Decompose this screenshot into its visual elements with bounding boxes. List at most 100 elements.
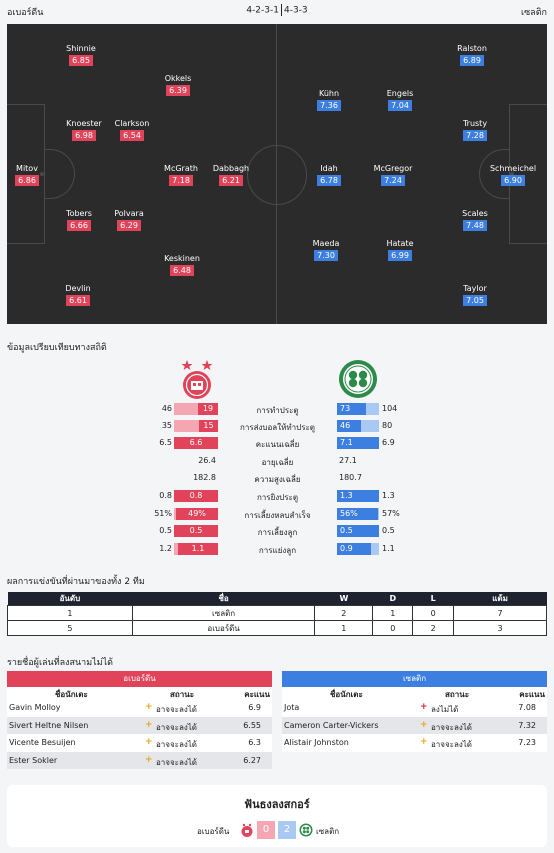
injury-row[interactable]: Alistair Johnston + อาจจะลงได้ 7.23 [282, 734, 547, 752]
stat-label: การแย่งลูก [258, 546, 297, 555]
player-name: Ralston [457, 44, 487, 53]
results-section-title: ผลการแข่งขันที่ผ่านมาของทั้ง 2 ทีม [7, 577, 145, 587]
team-cell: อเบอร์ดีน [131, 620, 316, 636]
formations: 4-2-3-1 4-3-3 [0, 4, 554, 16]
fan-vote-title: ฟันธงลงสกอร์ [244, 798, 310, 811]
player-name: Hatate [386, 239, 414, 248]
away-player[interactable]: Hatate 6.99 [365, 238, 435, 261]
injured-player-name: Jota [284, 703, 300, 712]
away-player[interactable]: Kühn 7.36 [294, 88, 364, 111]
injury-row[interactable]: Cameron Carter-Vickers + อาจจะลงได้ 7.32 [282, 716, 547, 734]
player-name: Idah [320, 164, 338, 173]
home-player[interactable]: Okkels 6.39 [143, 73, 213, 96]
away-stat-value: 1.3 [337, 490, 379, 502]
away-total: 6.9 [382, 438, 395, 447]
home-player[interactable]: Shinnie 6.85 [46, 43, 116, 66]
injury-row[interactable]: Sivert Heltne Nilsen + อาจจะลงได้ 6.55 [7, 716, 272, 734]
injury-row[interactable]: Jota + ลงไม่ได้ 7.08 [282, 699, 547, 717]
player-rating: 6.39 [166, 85, 190, 96]
formation-divider [280, 4, 282, 16]
away-total: 80 [382, 421, 393, 430]
home-player[interactable]: Clarkson 6.54 [97, 118, 167, 141]
injury-status: อาจจะลงได้ [156, 757, 197, 767]
injury-row[interactable]: Vicente Besuijen + อาจจะลงได้ 6.3 [7, 734, 272, 752]
away-player[interactable]: Taylor 7.05 [440, 283, 510, 306]
away-team-crest [339, 360, 377, 398]
player-name: Keskinen [164, 254, 200, 263]
away-player[interactable]: Ralston 6.89 [437, 43, 507, 66]
l-cell: 2 [412, 620, 455, 636]
away-stat-value: 0.5 [337, 525, 379, 537]
away-stat-value: 27.1 [339, 456, 357, 465]
away-player[interactable]: Maeda 7.30 [291, 238, 361, 261]
away-player[interactable]: Engels 7.04 [365, 88, 435, 111]
doubtful-icon: + [420, 719, 428, 730]
home-player[interactable]: Tobers 6.66 [44, 208, 114, 231]
stat-label: การทำประตู [256, 406, 299, 415]
player-name: Taylor [463, 284, 487, 293]
col-l: L [412, 592, 454, 606]
home-stat-value: 26.4 [198, 456, 216, 465]
home-stat-bar: 0.5 [174, 525, 218, 537]
injury-status: อาจจะลงได้ [156, 722, 197, 732]
home-player[interactable]: Knoester 6.98 [49, 118, 119, 141]
player-rating: 7.18 [169, 175, 193, 186]
away-player[interactable]: Trusty 7.28 [440, 118, 510, 141]
home-stat-value: 15 [199, 420, 218, 432]
home-stat-value: 0.8 [174, 490, 218, 502]
away-player[interactable]: Scales 7.48 [440, 208, 510, 231]
d-cell: 1 [372, 605, 414, 621]
fan-vote-home-score[interactable]: 0 [257, 821, 275, 839]
away-player[interactable]: Idah 6.78 [294, 163, 364, 186]
away-player[interactable]: McGregor 7.24 [358, 163, 428, 186]
table-row[interactable]: 5 อเบอร์ดีน 1 0 2 3 [7, 620, 547, 636]
player-name: McGrath [164, 164, 198, 173]
player-name: Knoester [66, 119, 102, 128]
player-rating: 6.89 [460, 55, 484, 66]
away-injuries-subheader: ชื่อนักเตะ สถานะ คะแนน [282, 687, 547, 699]
injuries-section-title: รายชื่อผู้เล่นที่ลงสนามไม่ได้ [7, 658, 113, 668]
player-rating: 7.30 [314, 250, 338, 261]
home-player[interactable]: Polvara 6.29 [94, 208, 164, 231]
away-stat-bar: 0.9 [337, 543, 379, 555]
away-stat-value: 56% [337, 508, 378, 520]
doubtful-icon: + [145, 754, 153, 765]
injury-row[interactable]: Ester Sokler + อาจจะลงได้ 6.27 [7, 751, 272, 769]
out-cross-icon: + [420, 702, 428, 712]
player-score: 6.9 [248, 703, 261, 712]
col-player-name: ชื่อนักเตะ [330, 690, 363, 699]
stat-row: 182.8 180.7 ความสูงเฉลี่ย [0, 472, 554, 486]
home-player[interactable]: McGrath 7.18 [146, 163, 216, 186]
col-d: D [372, 592, 413, 606]
stat-row: 35 15 46 การส่งบอลให้ทำประตู 80 [0, 420, 554, 434]
home-player[interactable]: Dabbagh 6.21 [196, 163, 266, 186]
home-stat-value: 19 [198, 403, 218, 415]
injured-player-name: Vicente Besuijen [9, 738, 76, 747]
player-score: 7.32 [518, 720, 536, 730]
player-rating: 6.78 [317, 175, 341, 186]
injury-status: อาจจะลงได้ [431, 740, 472, 749]
home-team-crest-small [241, 823, 253, 837]
fan-vote-away-score[interactable]: 2 [278, 821, 296, 839]
player-name: Devlin [65, 284, 91, 293]
player-rating: 6.90 [501, 175, 525, 186]
home-player[interactable]: Mitov 6.86 [7, 163, 62, 186]
doubtful-icon: + [145, 719, 153, 730]
stat-row: 26.4 27.1 อายุเฉลี่ย [0, 455, 554, 469]
col-points: แต้ม [453, 592, 547, 606]
away-penalty-box [509, 104, 547, 244]
home-stat-value: 49% [176, 508, 218, 520]
table-row[interactable]: 1 เซลติก 2 1 0 7 [7, 605, 547, 621]
away-total: 1.1 [382, 544, 395, 553]
home-player[interactable]: Devlin 6.61 [43, 283, 113, 306]
away-player[interactable]: Schmeichel 6.90 [478, 163, 547, 186]
doubtful-icon: + [420, 737, 428, 747]
home-total: 6.5 [159, 438, 172, 447]
injury-row[interactable]: Gavin Molloy + อาจจะลงได้ 6.9 [7, 699, 272, 717]
home-stat-bar: 15 [174, 420, 218, 432]
home-penalty-spot [40, 172, 44, 176]
player-name: Maeda [312, 239, 340, 248]
points-cell: 7 [453, 605, 547, 621]
home-player[interactable]: Keskinen 6.48 [147, 253, 217, 276]
player-name: Schmeichel [489, 164, 537, 173]
